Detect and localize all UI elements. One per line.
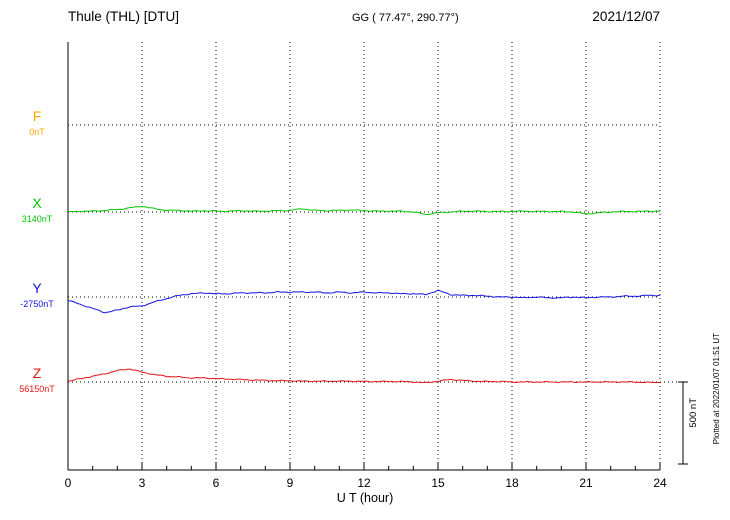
series-Z-trace xyxy=(67,368,660,384)
series-label-Y: Y xyxy=(32,280,42,296)
series-label-X: X xyxy=(32,195,42,211)
series-X-trace xyxy=(67,206,661,216)
x-tick-label: 12 xyxy=(357,476,371,490)
series-baseline-X: 3140nT xyxy=(21,214,53,224)
series-baseline-Z: 56150nT xyxy=(19,384,55,394)
series-baseline-F: 0nT xyxy=(29,127,45,137)
x-tick-label: 9 xyxy=(286,476,294,490)
series-Y-trace xyxy=(67,289,661,314)
series-label-Z: Z xyxy=(32,365,42,381)
x-tick-label: 18 xyxy=(505,476,519,490)
geographic-coordinates: GG ( 77.47°, 290.77°) xyxy=(352,12,459,24)
plotted-at-caption: Plotted at 2022/01/07 01:51 UT xyxy=(712,333,721,445)
x-axis-label: U T (hour) xyxy=(336,491,394,505)
x-tick-label: 0 xyxy=(64,476,72,490)
plot-date: 2021/12/07 xyxy=(592,9,660,24)
x-tick-label: 15 xyxy=(431,476,445,490)
x-tick-label: 24 xyxy=(653,476,667,490)
x-tick-label: 6 xyxy=(212,476,220,490)
series-baseline-Y: -2750nT xyxy=(20,299,54,309)
x-tick-label: 21 xyxy=(579,476,593,490)
station-title: Thule (THL) [DTU] xyxy=(68,9,180,24)
x-tick-label: 3 xyxy=(138,476,146,490)
series-label-F: F xyxy=(32,108,42,124)
scale-bar-label: 500 nT xyxy=(688,398,699,428)
